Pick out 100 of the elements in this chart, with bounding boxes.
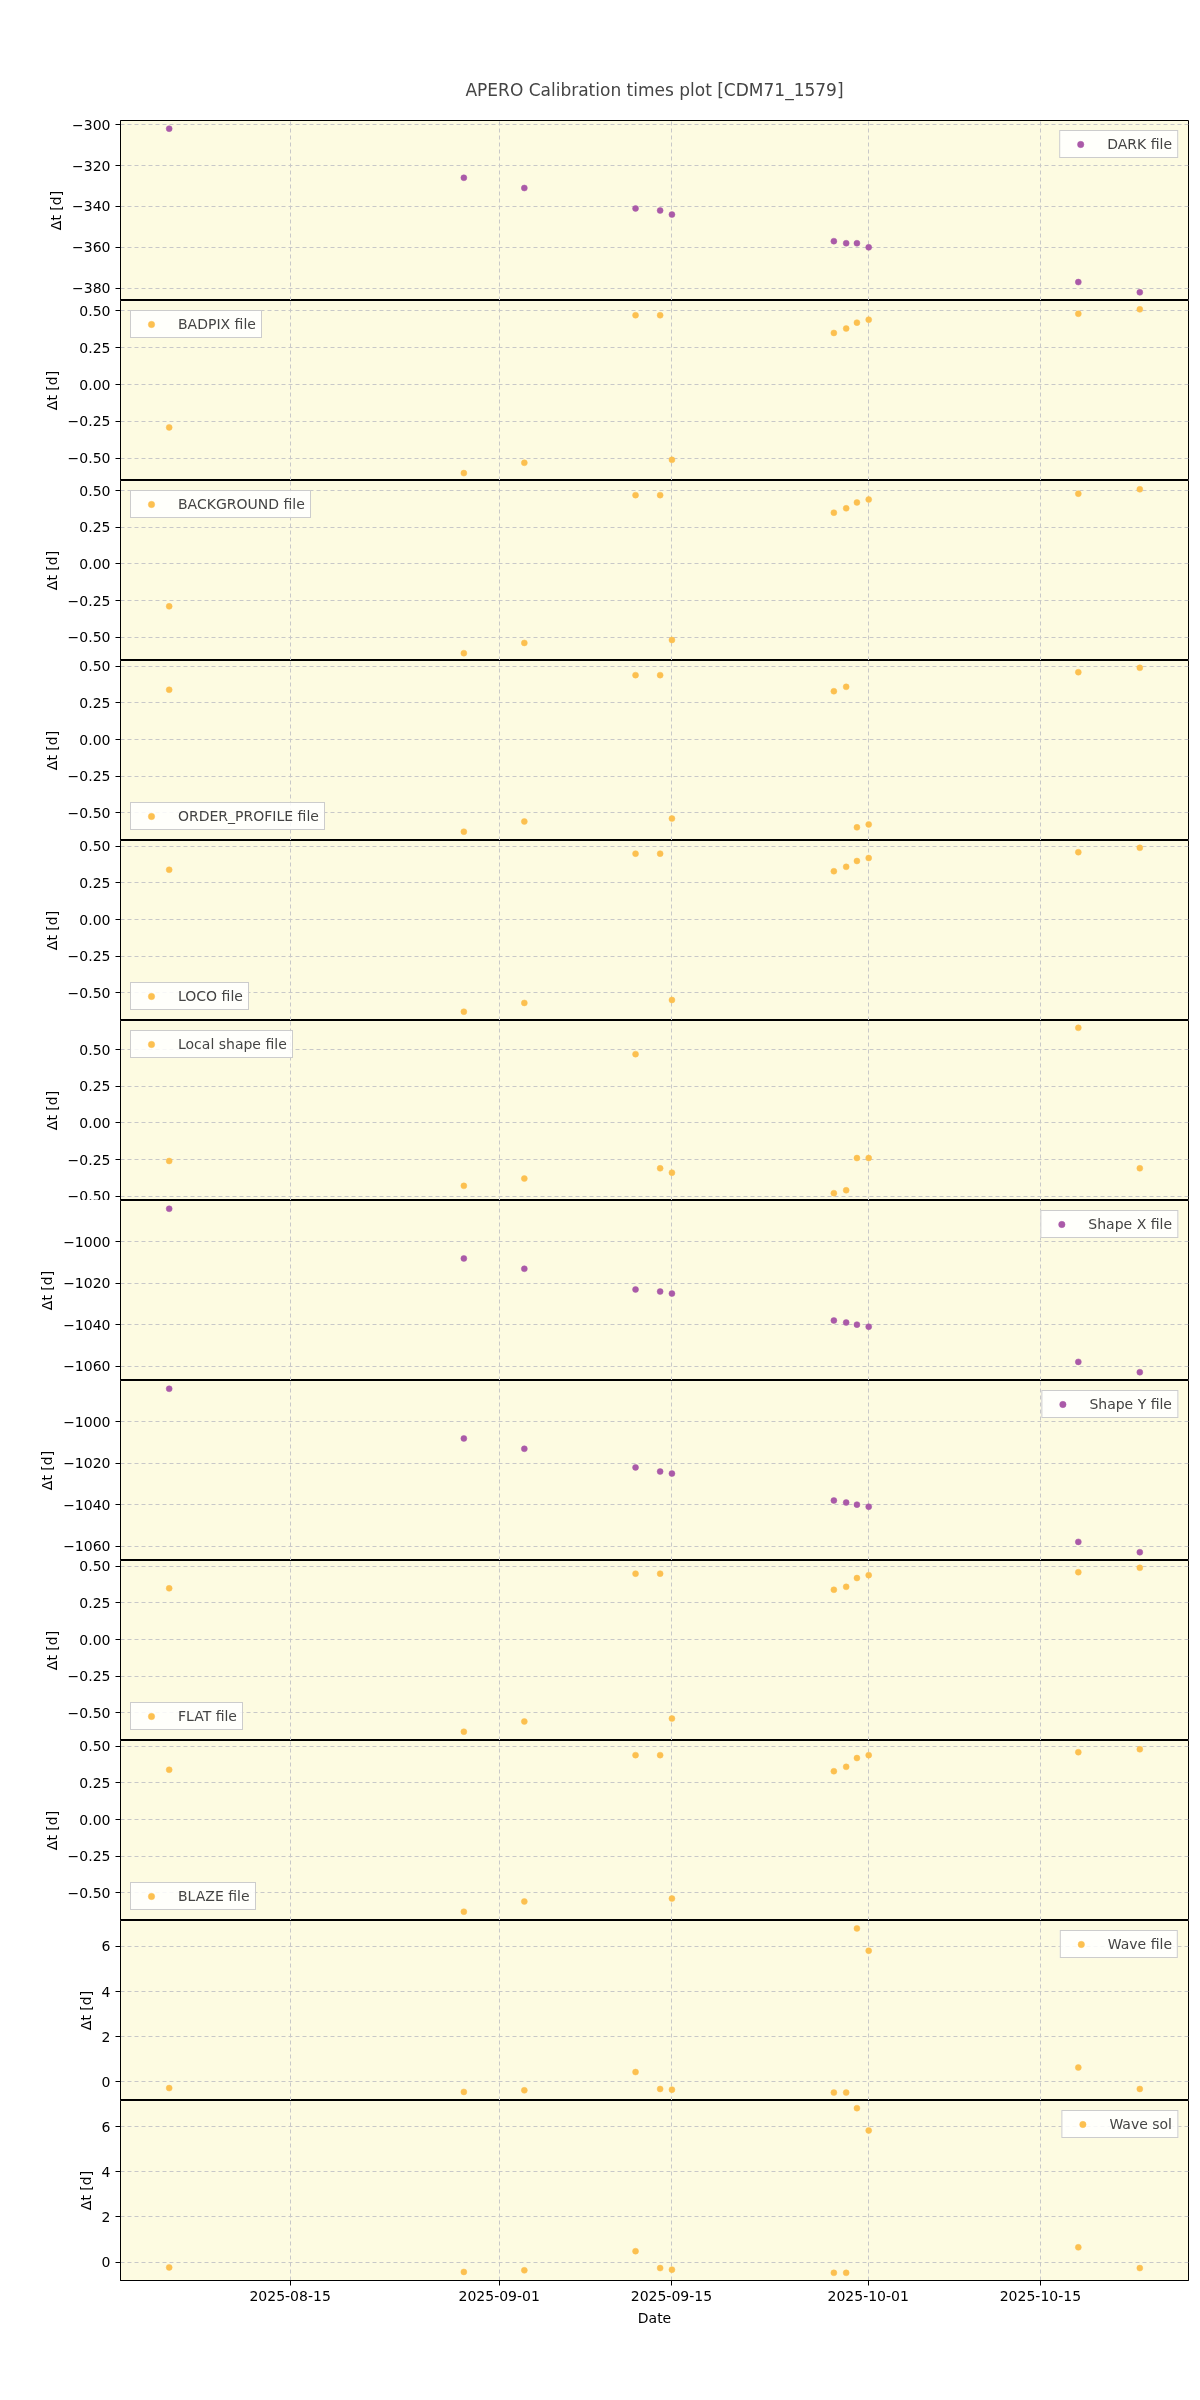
y-tick-label: 0.25 bbox=[79, 1774, 111, 1791]
point bbox=[1136, 1746, 1144, 1753]
y-tick-label: 6 bbox=[101, 1938, 111, 1955]
point bbox=[165, 686, 173, 694]
point bbox=[460, 2088, 468, 2096]
y-tick-label: −300 bbox=[72, 116, 111, 133]
y-tick-label: 6 bbox=[101, 2118, 111, 2135]
point bbox=[1075, 278, 1082, 286]
y-tick-label: −1020 bbox=[63, 1455, 111, 1472]
y-tick-label: −1060 bbox=[63, 1538, 111, 1555]
y-axis-title: Δt [d] bbox=[39, 1270, 56, 1311]
point bbox=[632, 1570, 639, 1577]
point bbox=[656, 1751, 664, 1759]
y-tick-label: −0.50 bbox=[67, 804, 111, 821]
point bbox=[842, 863, 850, 871]
point bbox=[842, 1187, 850, 1194]
y-tick-label: 0.25 bbox=[79, 694, 111, 711]
point bbox=[1075, 848, 1082, 856]
y-tick-label: 0.25 bbox=[79, 339, 111, 356]
point bbox=[1075, 1748, 1082, 1756]
point bbox=[842, 683, 850, 691]
point bbox=[853, 499, 861, 506]
y-axis-title: Δt [d] bbox=[43, 370, 60, 411]
point bbox=[521, 999, 528, 1007]
point bbox=[842, 239, 850, 247]
point bbox=[1136, 1564, 1144, 1572]
point bbox=[521, 2267, 528, 2274]
point bbox=[1075, 310, 1082, 318]
y-tick-label: −320 bbox=[72, 157, 111, 174]
x-tick-label: 2025-09-01 bbox=[458, 2287, 540, 2304]
point bbox=[865, 1323, 872, 1330]
point bbox=[1075, 1024, 1082, 1032]
point bbox=[830, 1497, 838, 1504]
y-tick-label: 0 bbox=[101, 2254, 111, 2270]
y-tick-label: −1000 bbox=[63, 1413, 111, 1430]
y-axis-title: Δt [d] bbox=[43, 1630, 60, 1671]
y-tick-label: −0.25 bbox=[67, 1848, 111, 1865]
y-tick-label: −0.25 bbox=[67, 1151, 111, 1168]
point bbox=[1075, 1538, 1082, 1546]
point bbox=[853, 824, 861, 831]
point bbox=[865, 244, 872, 251]
point bbox=[460, 1182, 468, 1190]
y-tick-label: 4 bbox=[101, 2163, 111, 2180]
y-tick-label: 0.50 bbox=[79, 482, 111, 499]
point bbox=[865, 1154, 872, 1162]
point bbox=[460, 174, 468, 182]
point bbox=[165, 125, 173, 132]
y-axis-title: Δt [d] bbox=[43, 1090, 60, 1131]
point bbox=[656, 1165, 664, 1172]
y-tick-label: 0.00 bbox=[79, 911, 111, 928]
point bbox=[1075, 2064, 1082, 2071]
point bbox=[1075, 1358, 1082, 1366]
legend-label: Shape X file bbox=[1088, 1216, 1172, 1232]
point bbox=[830, 1586, 838, 1594]
chart-title: APERO Calibration times plot [CDM71_1579] bbox=[465, 79, 844, 101]
point bbox=[865, 854, 872, 862]
point bbox=[656, 2085, 664, 2093]
point bbox=[632, 1464, 639, 1471]
y-tick-label: −1060 bbox=[63, 1358, 111, 1375]
point bbox=[830, 509, 838, 516]
point bbox=[656, 1570, 664, 1577]
point bbox=[1075, 2244, 1082, 2251]
point bbox=[165, 2264, 173, 2271]
point bbox=[668, 815, 676, 822]
point bbox=[853, 2104, 861, 2112]
point bbox=[165, 1157, 173, 1165]
point bbox=[1075, 490, 1082, 497]
legend-label: LOCO file bbox=[178, 988, 243, 1004]
point bbox=[656, 2264, 664, 2272]
point bbox=[1136, 1368, 1144, 1376]
point bbox=[632, 671, 639, 679]
point bbox=[865, 1571, 872, 1579]
point bbox=[521, 1175, 528, 1182]
y-tick-label: −380 bbox=[72, 280, 111, 297]
y-tick-label: 0.00 bbox=[79, 555, 111, 572]
point bbox=[865, 316, 872, 323]
point bbox=[521, 818, 528, 825]
point bbox=[521, 459, 528, 467]
y-tick-label: −0.25 bbox=[67, 948, 111, 965]
point bbox=[1136, 306, 1144, 313]
y-tick-label: 0.25 bbox=[79, 874, 111, 891]
point bbox=[460, 2268, 468, 2276]
y-tick-label: −0.50 bbox=[67, 450, 111, 467]
point bbox=[830, 237, 838, 245]
point bbox=[656, 312, 664, 319]
y-tick-label: −1000 bbox=[63, 1233, 111, 1250]
point bbox=[521, 1265, 528, 1273]
point bbox=[853, 239, 861, 247]
point bbox=[521, 1718, 528, 1725]
point bbox=[165, 1585, 173, 1592]
y-tick-label: 0.50 bbox=[79, 838, 111, 855]
y-axis-title: Δt [d] bbox=[43, 730, 60, 771]
point bbox=[460, 1908, 468, 1915]
y-tick-label: 0.00 bbox=[79, 376, 111, 393]
point bbox=[830, 329, 838, 337]
point bbox=[842, 505, 850, 512]
x-tick-label: 2025-10-01 bbox=[827, 2287, 909, 2304]
legend-label: ORDER_PROFILE file bbox=[178, 808, 319, 824]
point bbox=[460, 828, 468, 835]
point bbox=[632, 2068, 639, 2076]
